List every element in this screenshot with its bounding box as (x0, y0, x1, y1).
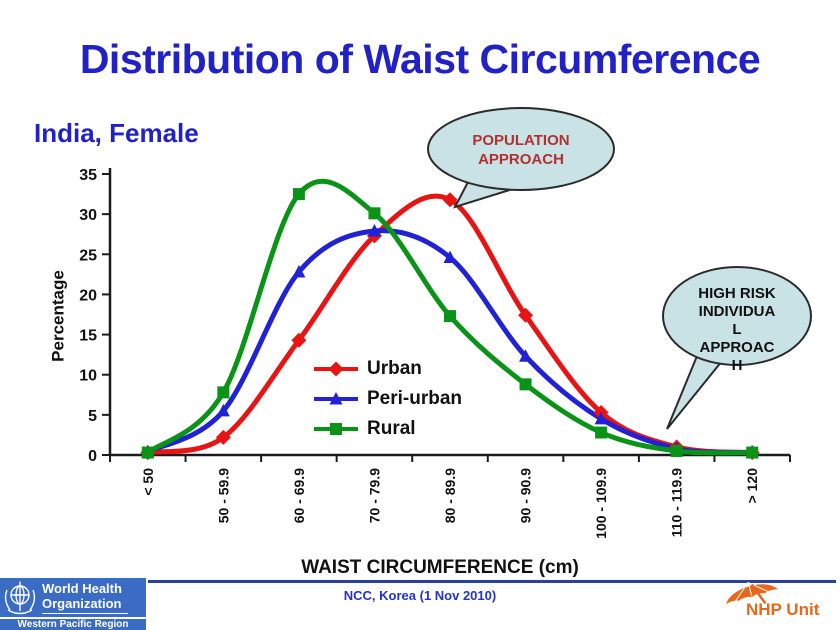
series-marker-rural (444, 310, 456, 323)
population-approach-text: POPULATION APPROACH (433, 131, 609, 169)
chart-subtitle: India, Female (34, 118, 199, 148)
who-emblem-icon (4, 581, 36, 614)
series-marker-urban (215, 429, 231, 445)
y-tick-label: 20 (79, 287, 97, 304)
peri-urban-series-swatch-icon (314, 392, 358, 405)
x-tick-label: > 120 (744, 468, 760, 504)
series-marker-rural (670, 444, 683, 457)
x-tick-label: 70 - 79.9 (366, 468, 382, 523)
legend-item-rural: Rural (312, 414, 462, 444)
y-tick-label: 0 (88, 448, 97, 465)
series-marker-rural (519, 378, 532, 391)
series-marker-urban (442, 192, 458, 208)
slide-title: Distribution of Waist Circumference (79, 36, 761, 82)
series-marker-urban (291, 332, 307, 348)
who-logo: World Health Organization (0, 578, 146, 617)
nhp-unit-label: NHP Unit (746, 600, 820, 619)
chart-axes: 0 5 10 15 20 25 30 35 < 50 50 - 59.9 60 - 69.9 70 -… (79, 167, 791, 539)
chart-markers (140, 188, 760, 461)
callout-line: APPROACH (478, 151, 564, 168)
series-marker-peri-urban (443, 250, 457, 263)
series-marker-peri-urban (594, 411, 608, 425)
credit-text: NCC, Korea (1 Nov 2010) (343, 588, 497, 603)
legend-item-peri-urban: Peri-urban (312, 384, 462, 414)
callout-line: INDIVIDUA (698, 303, 776, 320)
series-marker-rural (292, 188, 305, 201)
series-line-rural (145, 178, 755, 456)
x-axis-title: WAIST CIRCUMFERENCE (cm) (301, 557, 579, 578)
x-tick-label: 50 - 59.9 (215, 468, 231, 523)
urban-series-swatch-icon (314, 361, 358, 377)
series-marker-peri-urban (216, 403, 230, 417)
who-name-line: World Health (42, 581, 122, 596)
who-underline (42, 613, 128, 614)
x-tick-label: 110 - 119.9 (669, 468, 685, 538)
legend-item-urban: Urban (312, 354, 462, 384)
legend-swatch-marker (328, 361, 344, 377)
series-marker-urban (518, 307, 534, 323)
legend-swatch-marker (329, 392, 343, 405)
umbrella-icon (726, 581, 779, 605)
callout-bubble (427, 107, 615, 191)
x-tick-label: 100 - 109.9 (593, 468, 609, 539)
high-risk-text: HIGH RISK INDIVIDUA L APPROAC H (667, 285, 807, 375)
series-marker-rural (217, 386, 230, 399)
x-tick-label: 80 - 89.9 (442, 468, 458, 523)
high-risk-callout (662, 266, 812, 430)
series-marker-rural (595, 426, 608, 439)
callout-line: POPULATION (472, 132, 570, 149)
y-tick-label: 25 (79, 247, 97, 264)
chart-legend: Urban Peri-urban Rural (312, 354, 462, 444)
y-axis-title: Percentage (48, 270, 68, 362)
series-marker-rural (746, 446, 759, 459)
legend-label: Rural (367, 418, 416, 439)
y-tick-label: 5 (88, 408, 97, 425)
who-name-line: Organization (42, 596, 122, 611)
series-marker-peri-urban (367, 224, 381, 237)
series-marker-rural (141, 446, 154, 459)
y-tick-label: 35 (79, 167, 97, 184)
x-tick-label: < 50 (140, 468, 156, 496)
callout-line: HIGH RISK (698, 285, 776, 302)
series-marker-peri-urban (519, 349, 533, 362)
rural-series-swatch-icon (314, 423, 358, 435)
series-marker-peri-urban (292, 264, 306, 278)
x-tick-label: 60 - 69.9 (291, 468, 307, 523)
y-tick-label: 30 (79, 207, 97, 224)
legend-swatch-marker (330, 423, 342, 435)
y-tick-label: 15 (79, 328, 97, 345)
footer-divider (148, 580, 836, 583)
x-tick-label: 90 - 90.9 (518, 468, 534, 523)
y-tick-label: 10 (79, 368, 97, 385)
legend-label: Urban (367, 358, 422, 379)
who-name: World Health Organization (42, 581, 128, 614)
callout-line: L (732, 321, 742, 338)
population-approach-callout (427, 107, 615, 209)
legend-label: Peri-urban (367, 388, 463, 409)
series-marker-rural (368, 207, 381, 220)
callout-line: H (731, 357, 743, 374)
callout-line: APPROAC (699, 339, 775, 356)
callout-bubble (662, 266, 812, 366)
who-region-bar: Western Pacific Region (0, 619, 146, 630)
